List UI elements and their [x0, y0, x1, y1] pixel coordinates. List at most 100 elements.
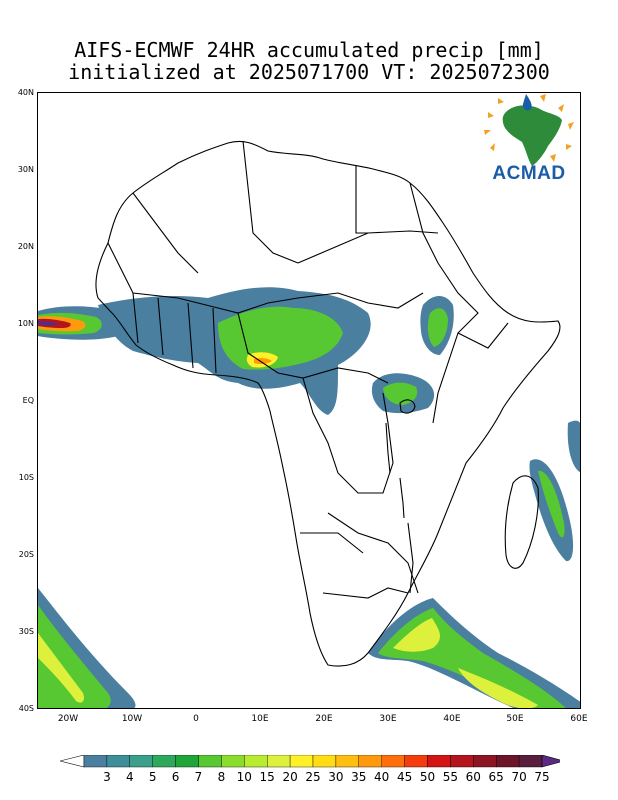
colorbar-box: [473, 755, 497, 768]
lat-label-30n: 30N: [17, 165, 34, 174]
colorbar-tick-label: 75: [534, 770, 550, 784]
colorbar-tick-label: 50: [419, 770, 436, 784]
precip-south-atlantic-green: [38, 605, 111, 708]
precip-sa-front-yellow: [393, 618, 440, 652]
border-west-africa-4: [212, 307, 217, 374]
lat-label-10n: 10N: [17, 319, 34, 328]
border-mozambique: [407, 522, 414, 594]
border-somalia: [457, 322, 509, 349]
precip-atlantic-core-max: [38, 321, 58, 326]
border-west-africa-3: [187, 302, 194, 369]
colorbar-tick-label: 55: [442, 770, 459, 784]
border-algeria-libya: [242, 140, 299, 264]
colorbar-box: [152, 755, 176, 768]
colorbar-end-triangle: [541, 755, 560, 768]
colorbar-box: [427, 755, 451, 768]
madagascar-outline: [504, 475, 539, 569]
lon-label-10w: 10W: [121, 714, 143, 724]
colorbar-tick-label: 30: [328, 770, 344, 784]
lon-label-30e: 30E: [379, 714, 397, 724]
precip-sa-ocean-yellow: [458, 668, 538, 708]
colorbar-tick-label: 70: [511, 770, 527, 784]
colorbar-tick-label: 5: [148, 770, 157, 784]
border-west-africa-2: [157, 297, 164, 356]
colorbar-tick-label: 7: [194, 770, 203, 784]
colorbar-box: [518, 755, 543, 768]
colorbar-box: [312, 755, 337, 768]
precip-shading: [38, 287, 580, 708]
precip-madagascar-green: [538, 470, 565, 538]
precip-ethiopia-green: [427, 308, 448, 347]
africa-precip-map: [38, 140, 580, 708]
colorbar-tick-label: 6: [171, 770, 180, 784]
colorbar-tick-label: 20: [282, 770, 298, 784]
precip-indian-ocean-east: [567, 420, 580, 473]
lat-label-20n: 20N: [17, 242, 34, 251]
colorbar-box: [335, 755, 359, 768]
africa-outline: [95, 140, 561, 667]
border-drc: [302, 377, 394, 494]
colorbar-box: [358, 755, 382, 768]
colorbar-tick-label: 4: [125, 770, 134, 784]
colorbar-tick-label: 10: [236, 770, 252, 784]
border-west-africa-1: [132, 292, 139, 344]
colorbar-box: [244, 755, 268, 768]
lake-tanganyika: [385, 422, 391, 474]
border-south-africa: [322, 587, 409, 599]
lon-label-50e: 50E: [506, 714, 524, 724]
lon-label-20w: 20W: [57, 714, 79, 724]
colorbar-box: [381, 755, 405, 768]
border-sahel: [107, 242, 424, 314]
lat-label-40n: 40N: [17, 88, 34, 97]
africa-silhouette-icon: [502, 105, 562, 166]
border-namibia-angola: [300, 532, 364, 554]
border-libya-egypt: [355, 165, 368, 234]
colorbar-box: [129, 755, 153, 768]
map-title-line2: initialized at 2025071700 VT: 2025072300: [68, 60, 550, 84]
precip-south-atlantic-yellow: [38, 633, 85, 703]
lon-label-60e: 60E: [570, 714, 588, 724]
colorbar-box: [106, 755, 131, 768]
colorbar-box: [289, 755, 314, 768]
colorbar-box: [496, 755, 520, 768]
acmad-logo-text: ACMAD: [492, 163, 566, 184]
colorbar-start-triangle: [60, 755, 85, 768]
colorbar-tick-label: 65: [488, 770, 504, 784]
colorbar-box: [266, 755, 291, 768]
colorbar-tick-label: 3: [103, 770, 111, 784]
colorbar-box: [198, 755, 222, 768]
colorbar-tick-label: 8: [217, 770, 226, 784]
map-title-line1: AIFS-ECMWF 24HR accumulated precip [mm]: [74, 38, 544, 62]
sun-rays-icon: [484, 94, 574, 162]
colorbar-tick-label: 60: [465, 770, 481, 784]
colorbar-box: [175, 755, 199, 768]
border-east-africa: [409, 182, 479, 424]
lake-malawi: [399, 477, 405, 519]
map-panel: [37, 92, 581, 709]
lat-label-30s: 30S: [18, 627, 34, 636]
colorbar-box: [450, 755, 474, 768]
acmad-logo: [484, 94, 574, 166]
lat-label-20s: 20S: [18, 550, 34, 559]
colorbar-box: [221, 755, 245, 768]
precip-colorbar: [60, 755, 560, 768]
colorbar-box: [404, 755, 428, 768]
colorbar-tick-label: 40: [374, 770, 390, 784]
lat-label-eq: EQ: [22, 396, 34, 405]
lon-label-40e: 40E: [443, 714, 461, 724]
colorbar-box: [83, 755, 108, 768]
water-drop-icon: [522, 94, 532, 111]
lon-label-0: 0: [193, 714, 199, 724]
border-sudan-north: [297, 230, 439, 264]
colorbar-tick-label: 35: [351, 770, 367, 784]
lat-label-10s: 10S: [18, 473, 34, 482]
lon-label-10e: 10E: [251, 714, 269, 724]
lon-label-20e: 20E: [315, 714, 333, 724]
lat-label-40s: 40S: [18, 704, 34, 713]
lake-victoria: [399, 399, 416, 414]
colorbar-tick-label: 45: [396, 770, 413, 784]
africa-coastline: [95, 140, 561, 667]
border-maghreb: [132, 192, 199, 274]
border-southern-africa: [327, 512, 419, 594]
colorbar-tick-label: 15: [259, 770, 275, 784]
